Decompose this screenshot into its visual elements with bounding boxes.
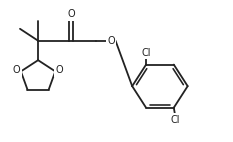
Text: Cl: Cl [171,115,181,125]
Text: O: O [107,36,115,46]
Text: O: O [56,65,63,75]
Text: O: O [13,65,20,75]
Text: O: O [68,9,75,19]
Text: Cl: Cl [141,48,151,58]
